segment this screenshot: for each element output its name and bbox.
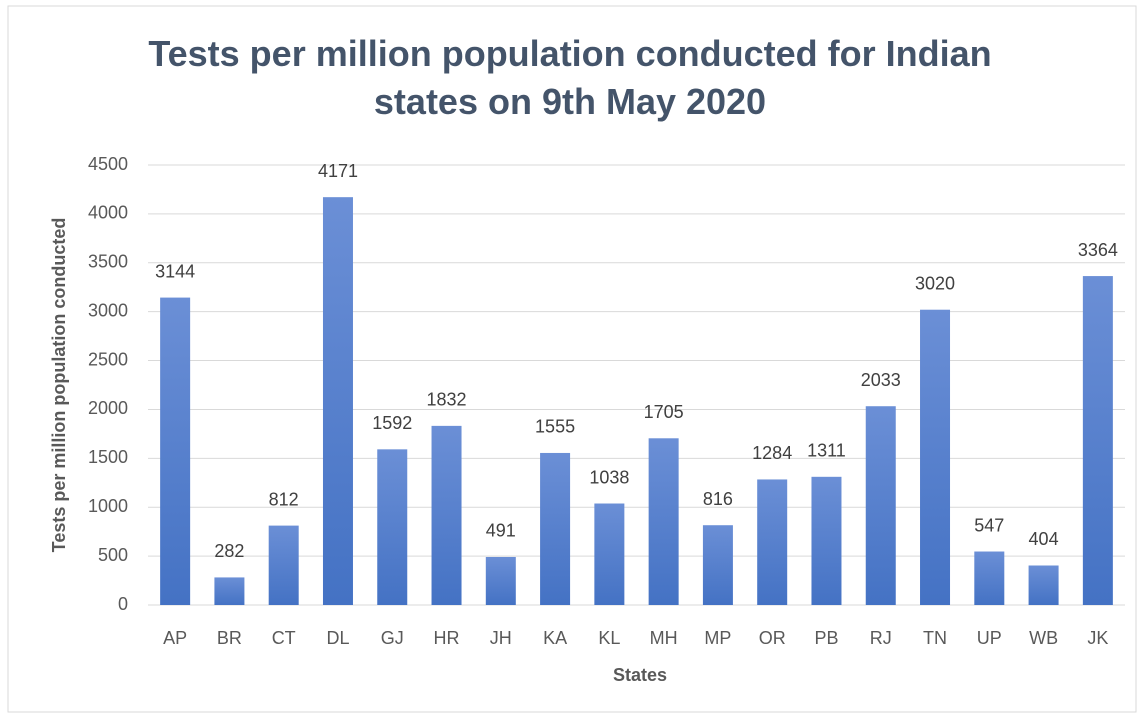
x-tick-label: MH [650,628,678,648]
x-tick-label: TN [923,628,947,648]
bar [377,449,408,605]
data-label: 282 [214,541,244,561]
bar [1082,276,1113,605]
x-tick-label: BR [217,628,242,648]
y-tick-label: 2500 [88,349,128,369]
bar [322,197,353,605]
y-tick-label: 3500 [88,252,128,272]
data-label: 1705 [644,402,684,422]
x-tick-label: DL [326,628,349,648]
x-tick-label: JH [490,628,512,648]
data-label: 1555 [535,417,575,437]
bar [920,309,951,605]
y-tick-label: 500 [98,545,128,565]
bar [540,452,571,605]
data-label: 816 [703,489,733,509]
data-label: 2033 [861,370,901,390]
bar [594,503,625,605]
data-label: 3364 [1078,240,1118,260]
bar [160,297,191,605]
bar [214,577,245,605]
data-label: 547 [974,515,1004,535]
bar [1028,565,1059,605]
y-tick-label: 4000 [88,203,128,223]
x-tick-label: OR [759,628,786,648]
chart-border [7,5,1137,713]
x-tick-label: KL [598,628,620,648]
x-tick-label: UP [977,628,1002,648]
bar [974,551,1005,605]
x-tick-label: GJ [381,628,404,648]
chart-title: Tests per million population conducted f… [148,33,992,122]
x-tick-label: MP [704,628,731,648]
x-tick-label: HR [434,628,460,648]
y-tick-label: 1500 [88,447,128,467]
bar [811,476,842,605]
data-label: 1311 [807,441,846,461]
y-tick-label: 4500 [88,154,128,174]
data-label: 3020 [915,273,955,293]
data-label: 404 [1029,529,1059,549]
y-tick-label: 3000 [88,300,128,320]
bar [485,556,516,605]
data-label: 1038 [589,467,629,487]
data-label: 4171 [318,161,358,181]
y-axis-label: Tests per million population conducted [49,218,69,553]
x-tick-label: KA [543,628,567,648]
data-label: 491 [486,521,516,541]
data-label: 1284 [752,443,792,463]
x-tick-label: WB [1029,628,1058,648]
data-label: 3144 [155,261,195,281]
x-tick-label: JK [1087,628,1108,648]
x-tick-label: CT [272,628,296,648]
x-axis-label: States [613,665,667,685]
bar [268,525,299,605]
data-label: 812 [269,489,299,509]
data-label: 1592 [372,413,412,433]
y-tick-label: 2000 [88,398,128,418]
bar [431,425,462,605]
y-tick-label: 1000 [88,496,128,516]
bar [702,525,733,605]
y-tick-label: 0 [118,594,128,614]
x-tick-label: PB [814,628,838,648]
bar [865,406,896,605]
data-label: 1832 [427,390,467,410]
x-tick-label: AP [163,628,187,648]
x-tick-label: RJ [870,628,892,648]
bar [648,438,679,605]
bar [757,479,788,605]
